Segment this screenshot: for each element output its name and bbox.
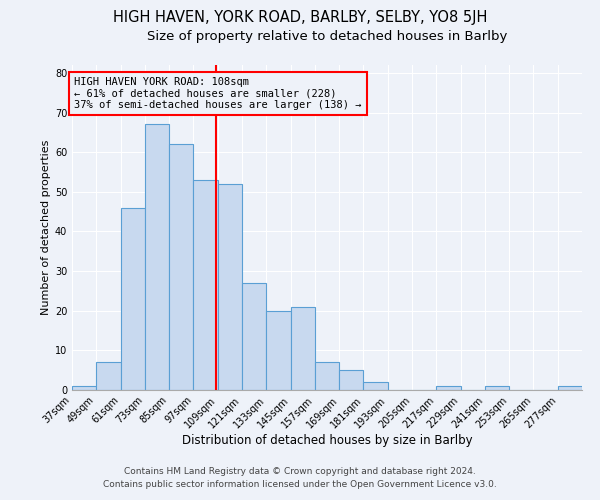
- Bar: [193, 180, 218, 390]
- Bar: [72, 386, 96, 390]
- Bar: [315, 362, 339, 390]
- Bar: [266, 310, 290, 390]
- Bar: [364, 382, 388, 390]
- Bar: [242, 283, 266, 390]
- X-axis label: Distribution of detached houses by size in Barlby: Distribution of detached houses by size …: [182, 434, 472, 447]
- Bar: [339, 370, 364, 390]
- Bar: [96, 362, 121, 390]
- Text: Contains HM Land Registry data © Crown copyright and database right 2024.
Contai: Contains HM Land Registry data © Crown c…: [103, 468, 497, 489]
- Bar: [169, 144, 193, 390]
- Bar: [218, 184, 242, 390]
- Bar: [558, 386, 582, 390]
- Bar: [290, 307, 315, 390]
- Text: HIGH HAVEN YORK ROAD: 108sqm
← 61% of detached houses are smaller (228)
37% of s: HIGH HAVEN YORK ROAD: 108sqm ← 61% of de…: [74, 77, 362, 110]
- Text: HIGH HAVEN, YORK ROAD, BARLBY, SELBY, YO8 5JH: HIGH HAVEN, YORK ROAD, BARLBY, SELBY, YO…: [113, 10, 487, 25]
- Bar: [121, 208, 145, 390]
- Bar: [145, 124, 169, 390]
- Y-axis label: Number of detached properties: Number of detached properties: [41, 140, 50, 315]
- Title: Size of property relative to detached houses in Barlby: Size of property relative to detached ho…: [147, 30, 507, 43]
- Bar: [436, 386, 461, 390]
- Bar: [485, 386, 509, 390]
